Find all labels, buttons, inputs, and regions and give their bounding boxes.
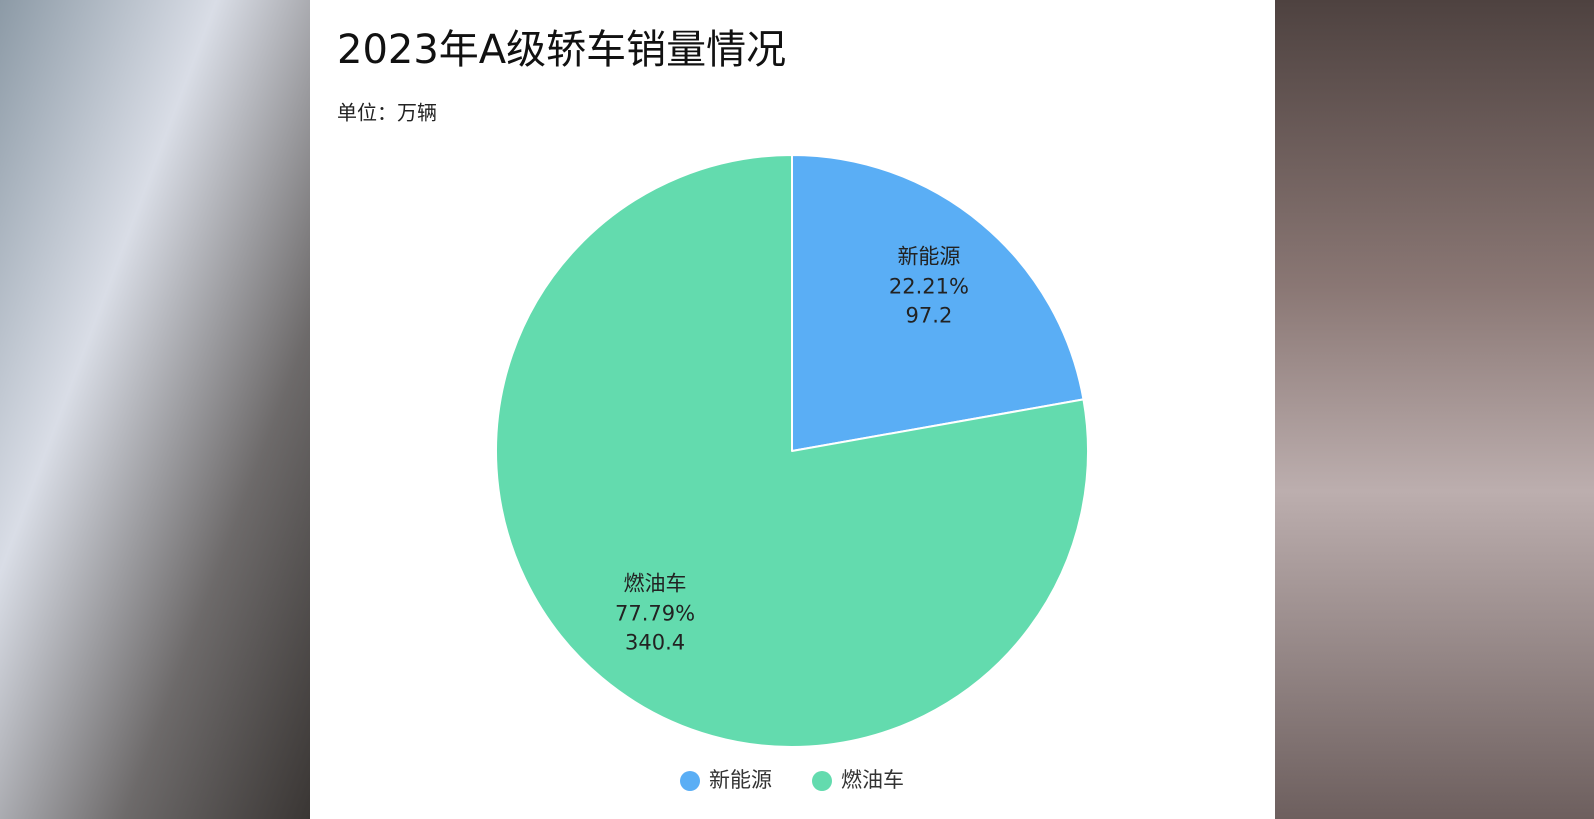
slice-percent-label: 22.21%	[889, 275, 969, 299]
background-left	[0, 0, 310, 819]
pie-slice	[495, 154, 1089, 748]
legend-swatch[interactable]	[680, 771, 700, 791]
legend-label[interactable]: 新能源	[709, 768, 772, 792]
slice-value-label: 340.4	[625, 630, 685, 654]
slice-category-label: 燃油车	[624, 571, 687, 595]
background-right	[1275, 0, 1594, 819]
slice-percent-label: 77.79%	[615, 601, 695, 625]
pie-slice	[791, 154, 1085, 452]
chart-title: 2023年A级轿车销量情况	[337, 27, 786, 73]
legend-swatch[interactable]	[812, 771, 832, 791]
slice-value-label: 97.2	[906, 304, 953, 328]
legend: 新能源 燃油车	[680, 768, 904, 792]
chart-subtitle: 单位：万辆	[337, 101, 437, 125]
legend-label[interactable]: 燃油车	[841, 768, 904, 792]
pie: 新能源 22.21% 97.2 燃油车 77.79% 340.4	[495, 154, 1089, 748]
slice-category-label: 新能源	[897, 245, 960, 269]
